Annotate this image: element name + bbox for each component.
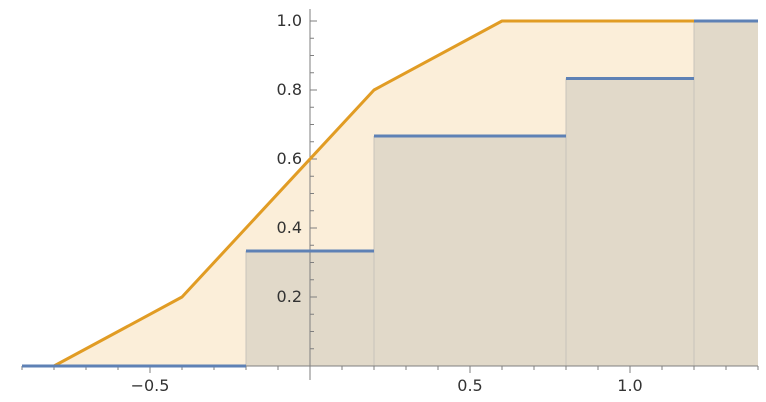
tick-labels: −0.5 0.5 1.0 0.2 0.4 0.6 0.8 1.0 [131,11,643,395]
series-1-fill [22,21,758,366]
y-tick-label: 0.8 [277,80,302,99]
y-tick-label: 0.6 [277,149,302,168]
area-fills [22,21,758,366]
x-tick-label: −0.5 [131,376,170,395]
y-tick-label: 0.2 [277,287,302,306]
series-lines [22,19,758,368]
x-tick-label: 1.0 [617,376,642,395]
x-tick-label: 0.5 [457,376,482,395]
y-tick-label: 0.4 [277,218,302,237]
y-tick-label: 1.0 [277,11,302,30]
